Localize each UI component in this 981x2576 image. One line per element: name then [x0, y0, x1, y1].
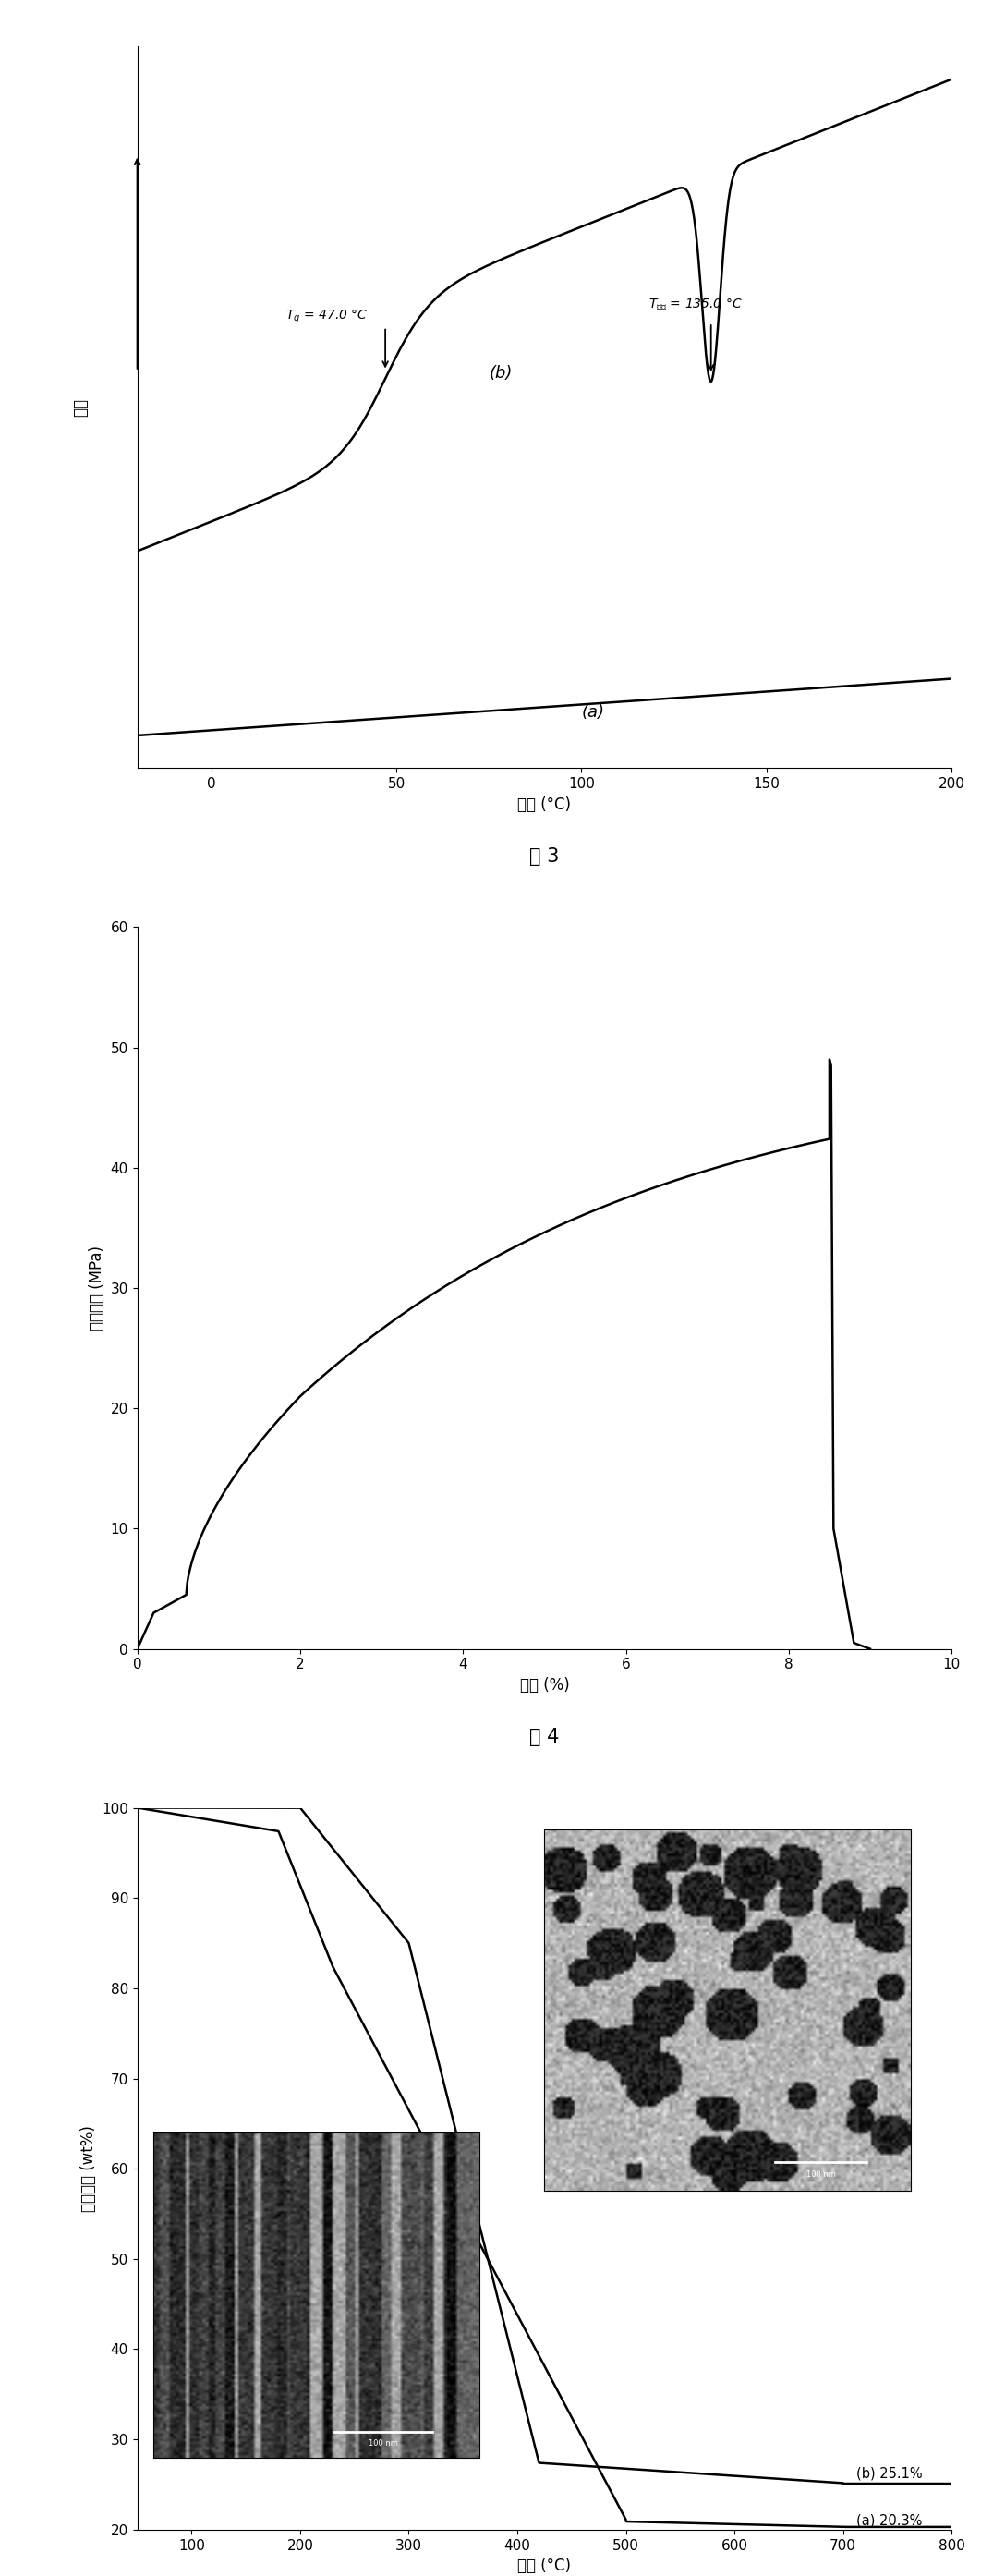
Text: 图 4: 图 4 [530, 1728, 559, 1747]
Y-axis label: 残余重量 (wt%): 残余重量 (wt%) [79, 2125, 96, 2213]
Text: 吸热: 吸热 [72, 399, 88, 417]
Text: $T_{交联}$ = 135.0 $°$C: $T_{交联}$ = 135.0 $°$C [648, 296, 742, 312]
X-axis label: 应变 (%): 应变 (%) [520, 1677, 569, 1692]
X-axis label: 温度 (°C): 温度 (°C) [518, 796, 571, 814]
Text: 图 3: 图 3 [530, 848, 559, 866]
Text: (b): (b) [489, 366, 512, 381]
Text: (b) 25.1%: (b) 25.1% [856, 2465, 922, 2481]
Text: $T_g$ = 47.0 $°$C: $T_g$ = 47.0 $°$C [285, 309, 368, 325]
X-axis label: 温度 (°C): 温度 (°C) [518, 2558, 571, 2573]
Y-axis label: 拉伸应力 (MPa): 拉伸应力 (MPa) [88, 1247, 105, 1329]
Text: (a) 20.3%: (a) 20.3% [856, 2514, 922, 2527]
Text: (a): (a) [582, 703, 604, 721]
